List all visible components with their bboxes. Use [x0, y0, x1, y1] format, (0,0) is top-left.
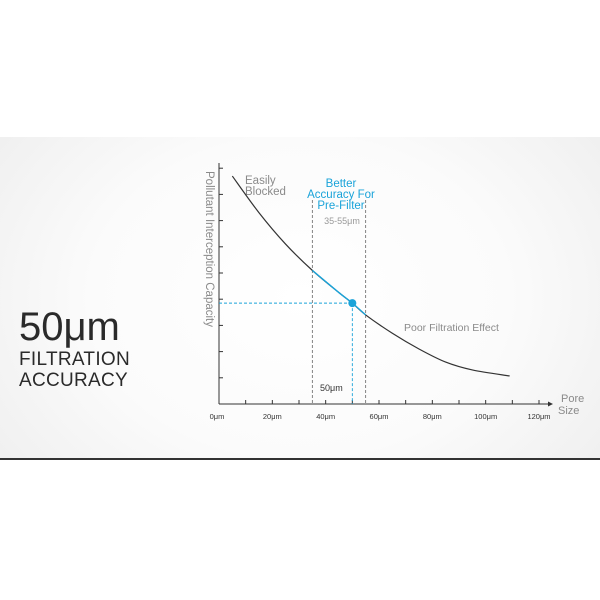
- highlight-point: [348, 299, 357, 308]
- headline-value: 50μm: [19, 305, 120, 349]
- x-axis-arrow: [548, 401, 553, 407]
- headline: 50μm FILTRATION ACCURACY: [19, 305, 130, 391]
- x-axis-label-line1: Pore: [561, 393, 584, 405]
- annotation-easily-line1: Easily: [245, 175, 276, 187]
- x-tick-label: 120μm: [527, 412, 550, 421]
- x-tick-label: 80μm: [423, 412, 442, 421]
- annotation-better-line2: Accuracy For: [307, 189, 375, 201]
- highlight-label: 50μm: [320, 383, 343, 393]
- annotation-better-line3: Pre-Filter: [317, 200, 364, 212]
- x-tick-label: 40μm: [316, 412, 335, 421]
- headline-line2: ACCURACY: [19, 370, 129, 391]
- y-axis-label: Pollutant Interception Capacity: [203, 171, 215, 327]
- x-axis-label-line2: Size: [558, 405, 579, 417]
- series-line: [231, 175, 510, 377]
- annotation-poor: Poor Filtration Effect: [404, 322, 499, 334]
- annotation-easily-line2: Blocked: [245, 186, 286, 198]
- background-band: [0, 137, 600, 460]
- x-tick-label: 60μm: [370, 412, 389, 421]
- headline-line1: FILTRATION: [19, 349, 131, 370]
- x-tick-label: 100μm: [474, 412, 497, 421]
- band-label: 35-55μm: [324, 216, 360, 226]
- x-tick-label: 20μm: [263, 412, 282, 421]
- x-tick-label: 0μm: [210, 412, 225, 421]
- series-highlight-segment: [311, 269, 367, 316]
- annotation-better-line1: Better: [326, 178, 357, 190]
